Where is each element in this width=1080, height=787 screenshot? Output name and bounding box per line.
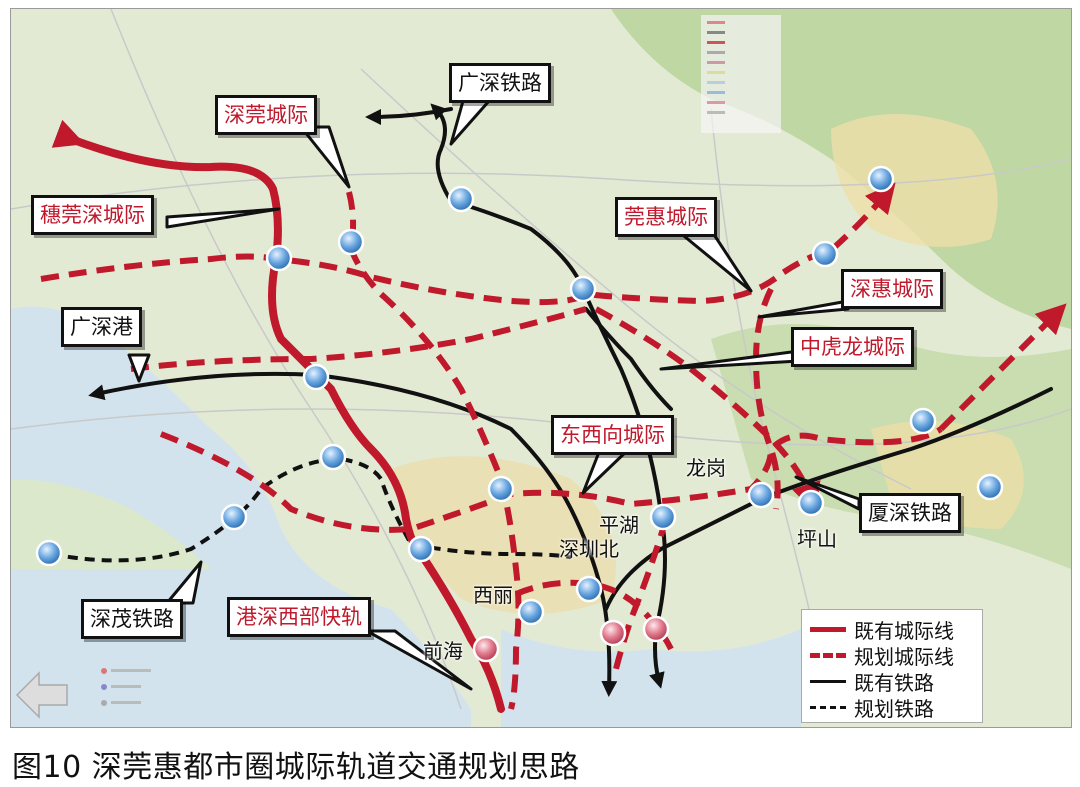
shenhui-intercity-line xyxy=(752,287,781,510)
figure-caption: 图10 深莞惠都市圈城际轨道交通规划思路 xyxy=(12,750,580,785)
callout-pointers xyxy=(127,99,861,691)
callout-guangshen-railway: 广深铁路 xyxy=(449,63,551,103)
station xyxy=(811,240,839,268)
existing-intercity-lines xyxy=(51,119,505,713)
dongxi-intercity-line xyxy=(159,426,943,533)
station xyxy=(35,539,63,567)
callout-shenhui-intercity: 深惠城际 xyxy=(841,269,943,309)
legend-swatch xyxy=(810,652,846,658)
callout-shenguan-intercity: 深莞城际 xyxy=(215,95,317,135)
callout-dongxi-intercity: 东西向城际 xyxy=(551,415,674,455)
guangshen-port-line xyxy=(88,371,318,401)
place-longgang: 龙岗 xyxy=(686,456,726,480)
station xyxy=(302,363,330,391)
callout-suiguanshen-intercity: 穗莞深城际 xyxy=(31,195,154,235)
place-pinghu: 平湖 xyxy=(599,513,639,537)
legend-swatch xyxy=(810,626,846,632)
station xyxy=(867,165,895,193)
station xyxy=(642,615,670,643)
legend-item-existing-intercity: 既有城际线 xyxy=(810,616,954,643)
xili-shenzhenbei-line xyxy=(514,579,674,651)
callout-shenmao-railway: 深茂铁路 xyxy=(81,599,183,639)
legend-item-planned-railway: 规划铁路 xyxy=(810,694,934,721)
callout-xiashen-railway: 厦深铁路 xyxy=(859,493,961,533)
east-exit-line xyxy=(938,303,1067,432)
shenmao-railway-line xyxy=(50,456,572,563)
station xyxy=(747,481,775,509)
back-arrow-icon[interactable] xyxy=(15,671,68,719)
place-shenzhenbei: 深圳北 xyxy=(559,537,619,561)
station xyxy=(976,473,1004,501)
station xyxy=(517,598,545,626)
station xyxy=(575,575,603,603)
station xyxy=(599,619,627,647)
station xyxy=(569,275,597,303)
zhonghulong-intercity-line xyxy=(594,306,821,514)
callout-guanhui-intercity: 莞惠城际 xyxy=(615,197,717,237)
map-legend: 既有城际线 规划城际线 既有铁路 规划铁路 xyxy=(801,609,983,723)
guangshen-port-planned xyxy=(130,306,587,372)
planned-intercity-lines xyxy=(40,182,1067,710)
shenguan-intercity-line xyxy=(346,191,522,710)
station xyxy=(909,407,937,435)
station xyxy=(337,228,365,256)
suiguanshen-intercity-line xyxy=(51,119,425,558)
legend-label: 既有城际线 xyxy=(854,618,954,643)
legend-item-existing-railway: 既有铁路 xyxy=(810,668,934,695)
station xyxy=(220,503,248,531)
station xyxy=(649,503,677,531)
legend-label: 规划铁路 xyxy=(854,696,934,721)
place-xili: 西丽 xyxy=(473,583,513,607)
callout-zhonghulong-intercity: 中虎龙城际 xyxy=(791,327,914,367)
stations xyxy=(35,165,1004,663)
gangshen-west-rail-line xyxy=(417,550,505,713)
planned-railways xyxy=(50,456,572,563)
legend-swatch xyxy=(810,679,846,683)
guangshen-railway-top-left xyxy=(365,107,453,125)
map-panel[interactable]: 广深铁路 深莞城际 穗莞深城际 莞惠城际 深惠城际 广深港 中虎龙城际 东西向城… xyxy=(10,8,1072,728)
station xyxy=(447,185,475,213)
legend-swatch xyxy=(810,705,846,709)
guanhui-intercity-line xyxy=(40,182,896,306)
station xyxy=(319,443,347,471)
place-pingshan: 坪山 xyxy=(797,527,837,551)
station xyxy=(265,244,293,272)
legend-label: 既有铁路 xyxy=(854,670,934,695)
legend-label: 规划城际线 xyxy=(854,644,954,669)
station xyxy=(487,475,515,503)
place-qianhai: 前海 xyxy=(423,639,463,663)
callout-gangshen-west-rail: 港深西部快轨 xyxy=(227,597,371,637)
station xyxy=(472,635,500,663)
guangshen-railway-line xyxy=(430,103,453,203)
legend-item-planned-intercity: 规划城际线 xyxy=(810,642,954,669)
pinghu-south-line xyxy=(613,518,669,670)
callout-guangshen-port: 广深港 xyxy=(61,307,142,347)
station xyxy=(407,535,435,563)
station xyxy=(797,489,825,517)
